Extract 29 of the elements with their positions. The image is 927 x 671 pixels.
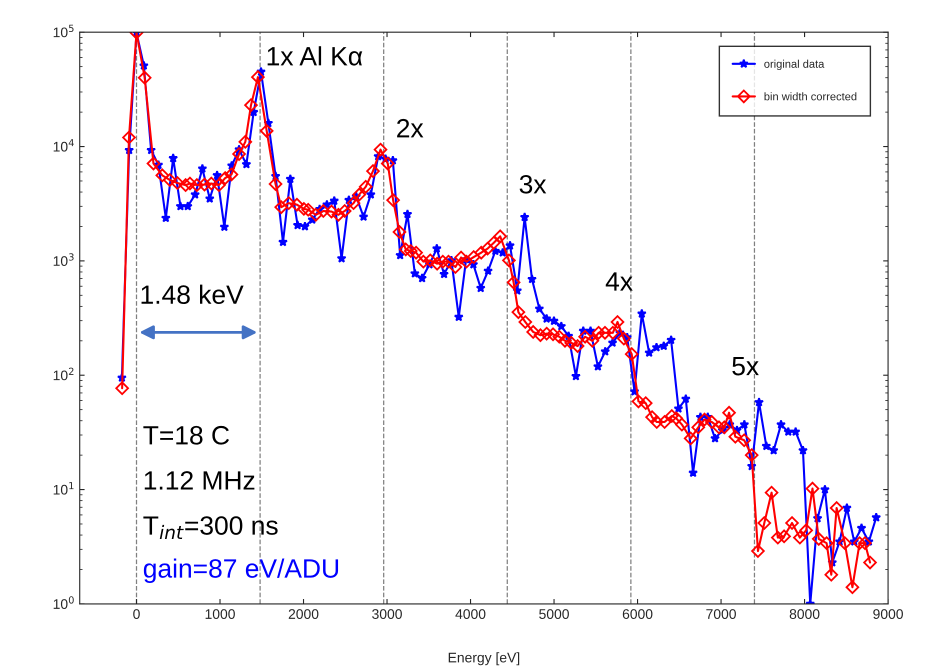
annotation: 1.12 MHz: [144, 471, 254, 490]
annotation: T$_{int}$=300 ns: [143, 516, 278, 539]
x-tick-label: 6000: [622, 609, 652, 619]
y-tick-label: 10$^{1}$: [54, 482, 74, 495]
annotation: 2x: [397, 118, 424, 138]
annotation: 3x: [520, 174, 546, 194]
annotation: 5x: [732, 357, 759, 376]
x-tick-label: 5000: [539, 609, 569, 619]
x-tick-label: 3000: [372, 609, 402, 619]
x-tick-label: 0: [133, 609, 140, 619]
annotation: gain=87 eV/ADU: [144, 558, 338, 584]
annotation: 1x Al Kα: [268, 46, 362, 66]
x-tick-label: 8000: [790, 609, 820, 619]
y-tick-label: 10$^{0}$: [54, 596, 74, 609]
legend-label: original data: [764, 60, 824, 70]
x-tick-label: 1000: [206, 609, 235, 619]
y-tick-label: 10$^{3}$: [54, 253, 74, 266]
x-tick-label: 9000: [873, 609, 903, 619]
x-axis-title: Energy [eV]: [448, 652, 520, 666]
annotation: T=18 C: [143, 426, 230, 445]
x-tick-label: 2000: [288, 609, 318, 619]
annotation: 4x: [606, 272, 633, 291]
y-tick-label: 10$^{2}$: [54, 368, 74, 380]
y-tick-label: 10$^{4}$: [54, 139, 74, 152]
annotation: 1.48 keV: [142, 284, 244, 304]
legend-label: bin width corrected: [764, 92, 856, 100]
x-tick-label: 4000: [455, 609, 486, 619]
x-tick-label: 7000: [706, 609, 736, 619]
y-tick-label: 10$^{5}$: [54, 24, 74, 38]
